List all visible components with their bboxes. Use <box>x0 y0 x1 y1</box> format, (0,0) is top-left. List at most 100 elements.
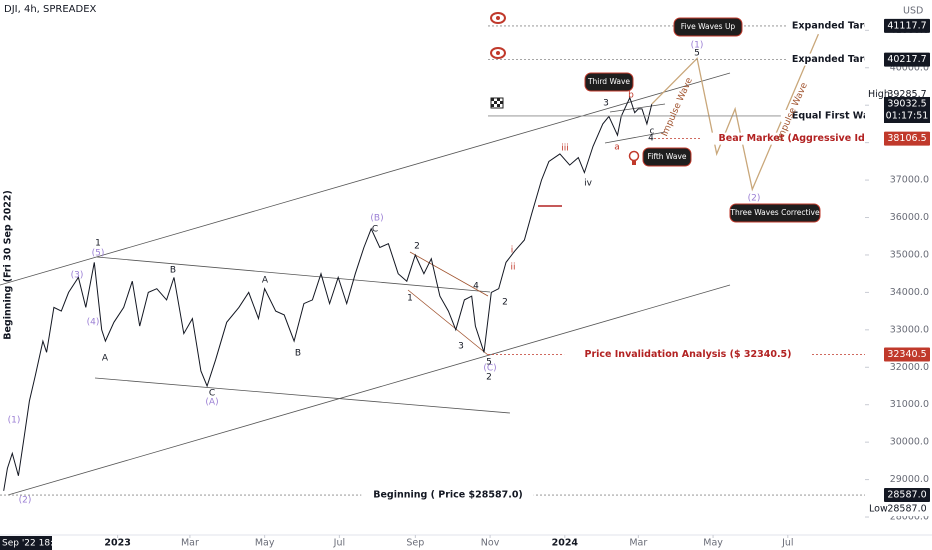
y-tick-label: 31000.0 <box>890 399 929 410</box>
wave-label: C <box>372 225 378 235</box>
currency: USD <box>903 6 923 17</box>
wave-label: A <box>102 354 109 364</box>
icons <box>490 12 640 165</box>
trend-lines <box>0 72 731 496</box>
callout-text: Fifth Wave <box>647 152 686 161</box>
price-box-label: 38106.5 <box>887 133 926 144</box>
wave-label: (4) <box>87 318 100 328</box>
high-tag <box>866 87 884 102</box>
price-box-label: 40217.7 <box>887 54 926 65</box>
wave-label: (A) <box>205 398 218 408</box>
wave-label: c <box>650 127 655 137</box>
cursor-label: Sep '22 18:00 <box>2 539 65 549</box>
low-box <box>884 502 930 517</box>
wave-label: (C) <box>483 364 496 374</box>
price-box <box>884 488 930 503</box>
wave-label: 3 <box>603 99 609 109</box>
callout-text: Third Wave <box>587 77 630 86</box>
level-text: Beginning ( Price $28587.0) <box>373 490 523 501</box>
x-tick-label: May <box>703 538 723 549</box>
x-tick-label: 2023 <box>104 538 130 549</box>
y-tick-label: 34000.0 <box>890 287 929 298</box>
wave-label: b <box>628 91 634 101</box>
wave-label: (5) <box>92 249 105 259</box>
y-tick-label: 40000.0 <box>890 62 929 73</box>
wave-label: a <box>614 143 620 153</box>
chart-title: DJI, 4h, SPREADEX <box>4 4 97 15</box>
price-box <box>884 131 930 146</box>
x-tick-label: Jul <box>781 538 793 549</box>
wave-label: iii <box>561 144 569 154</box>
level-text: Expanded Target <box>792 54 883 65</box>
wave-label: (B) <box>370 214 383 224</box>
low-text: Low <box>869 504 888 515</box>
x-tick-label: Mar <box>181 538 199 549</box>
countdown: 01:17:51 <box>886 110 929 121</box>
last-label: 39032.5 <box>887 98 926 109</box>
y-tick-label: 29000.0 <box>890 474 929 485</box>
last-box <box>884 96 930 123</box>
wave-label: ii <box>510 263 515 273</box>
wave-label: (1) <box>8 416 21 426</box>
wave-label: 4 <box>648 134 654 144</box>
callout-text: Three Waves Corrective <box>729 208 820 217</box>
y-axis-label: Beginning (Fri 30 Sep 2022) <box>3 190 14 340</box>
wave-label: 1 <box>95 239 101 249</box>
wave-label: 5 <box>486 358 492 368</box>
price-box <box>884 18 930 33</box>
price-box <box>884 52 930 67</box>
wave-label: 2 <box>414 242 420 252</box>
high-text: High <box>868 89 890 100</box>
level-text-bg <box>564 348 811 361</box>
wave-label: iv <box>584 179 593 189</box>
wave-label: A <box>262 276 269 286</box>
wave-label: B <box>170 266 176 276</box>
wave-label: (2) <box>19 496 32 506</box>
price-box-label: 39285.7 <box>887 89 926 100</box>
y-tick-label: 33000.0 <box>890 324 929 335</box>
level-text-bg <box>787 53 885 66</box>
wave-label: 4 <box>473 282 479 292</box>
x-tick-label: Mar <box>629 538 647 549</box>
price-box-label: 32340.5 <box>887 349 926 360</box>
level-text-bg <box>780 109 885 122</box>
wave-label: 2 <box>502 298 508 308</box>
y-tick-label: 28000.0 <box>890 512 929 523</box>
wave-label: 3 <box>458 342 464 352</box>
wave-label: (2) <box>748 194 761 204</box>
x-tick-label: 2024 <box>552 538 579 549</box>
level-text: Expanded Target <box>792 20 883 31</box>
slanted-label: Impulse Wave <box>660 76 695 138</box>
x-tick-label: Nov <box>481 538 500 549</box>
wave-label: B <box>295 349 301 359</box>
x-tick-label: Jul <box>333 538 345 549</box>
price-line <box>3 96 653 491</box>
level-text: Equal First Wave <box>792 110 882 121</box>
y-tick-label: 36000.0 <box>890 212 929 223</box>
wave-label: 1 <box>407 294 413 304</box>
wave-label: (3) <box>71 271 84 281</box>
level-text: Price Invalidation Analysis ($ 32340.5) <box>584 349 791 360</box>
price-axis <box>865 0 932 535</box>
cursor-box <box>0 536 52 550</box>
wave-label: 5 <box>694 49 700 59</box>
wave-label: (1) <box>691 41 704 51</box>
price-box-label: 28587.0 <box>887 490 926 501</box>
wave-label: i <box>511 246 514 256</box>
level-text-bg <box>787 19 885 32</box>
x-tick-label: May <box>255 538 275 549</box>
price-box-label: 41117.7 <box>887 20 926 31</box>
wave-label: C <box>209 389 215 399</box>
callout-box <box>729 203 821 223</box>
y-tick-label: 37000.0 <box>890 175 929 186</box>
y-tick-label: 30000.0 <box>890 437 929 448</box>
projection-line <box>651 33 819 192</box>
level-text-bg <box>361 489 534 502</box>
x-tick-label: Sep <box>406 538 424 549</box>
wave-label: 2 <box>486 373 492 383</box>
low-label: 28587.0 <box>887 504 926 515</box>
callout-box <box>584 72 634 92</box>
callout-text: Five Waves Up <box>681 22 736 31</box>
callout-box <box>642 147 692 167</box>
